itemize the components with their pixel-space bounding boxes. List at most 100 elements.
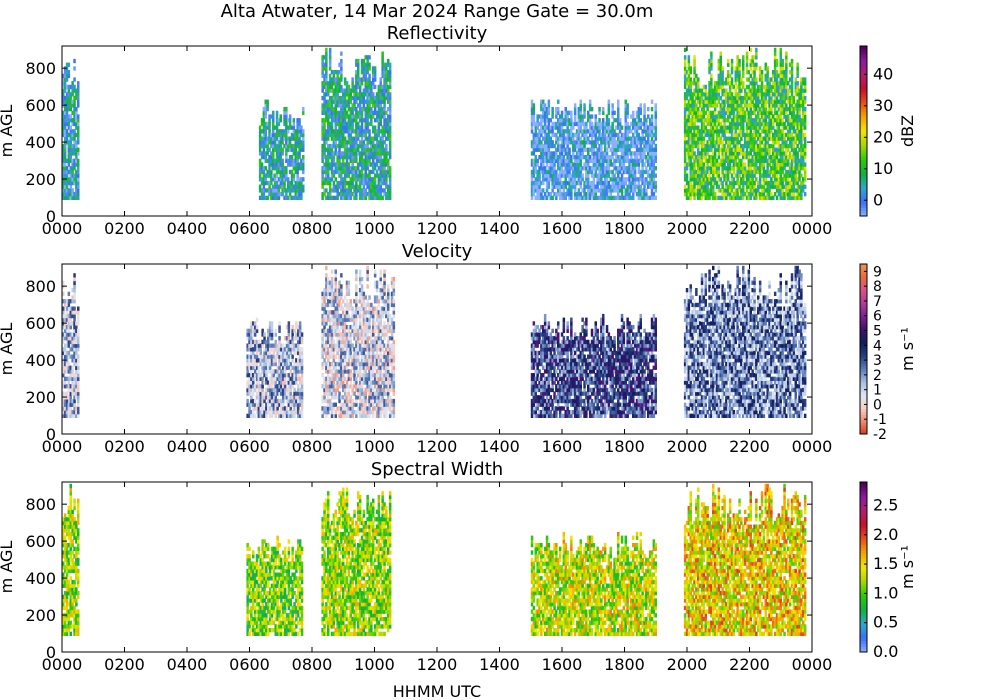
heatmap-cell [387, 70, 390, 75]
heatmap-cell [611, 162, 614, 167]
heatmap-cell [283, 166, 286, 171]
heatmap-cell [740, 103, 743, 108]
heatmap-cell [743, 162, 747, 167]
heatmap-cell [633, 151, 637, 156]
heatmap-cell [635, 192, 639, 197]
heatmap-cell [275, 125, 279, 130]
heatmap-cell [387, 195, 390, 200]
heatmap-cell [340, 173, 343, 178]
heatmap-cell [622, 177, 626, 182]
heatmap-cell [375, 147, 379, 152]
heatmap-cell [598, 162, 601, 167]
heatmap-cell [603, 166, 607, 171]
heatmap-cell [602, 173, 605, 178]
heatmap-cell [543, 147, 547, 152]
heatmap-cell [292, 132, 296, 138]
heatmap-cell [543, 158, 547, 163]
heatmap-cell [633, 129, 637, 134]
heatmap-cell [598, 195, 601, 200]
heatmap-cell [342, 107, 345, 112]
heatmap-cell [287, 136, 290, 141]
heatmap-cell [609, 155, 612, 160]
heatmap-cell [268, 173, 271, 178]
heatmap-cell [704, 173, 707, 178]
heatmap-cell [270, 151, 273, 156]
heatmap-cell [338, 169, 341, 175]
heatmap-cell [298, 188, 301, 193]
heatmap-cell [575, 136, 579, 141]
heatmap-cell [590, 129, 594, 134]
heatmap-cell [620, 173, 624, 178]
heatmap-cell [603, 143, 607, 149]
heatmap-cell [697, 77, 700, 82]
heatmap-cell [287, 158, 290, 163]
heatmap-cell [768, 147, 771, 152]
heatmap-cell [338, 125, 341, 130]
heatmap-cell [738, 66, 741, 71]
heatmap-cell [683, 47, 687, 53]
heatmap-cell [762, 162, 766, 167]
heatmap-cell [633, 162, 637, 167]
heatmap-cell [283, 136, 286, 141]
heatmap-cell [375, 184, 379, 189]
heatmap-cell [296, 169, 299, 175]
heatmap-cell [635, 184, 639, 189]
heatmap-cell [272, 118, 275, 123]
heatmap-cell [266, 125, 269, 130]
heatmap-cell [697, 107, 700, 112]
heatmap-cell [743, 114, 747, 119]
heatmap-cell [343, 125, 347, 130]
heatmap-cell [706, 184, 709, 189]
heatmap-cell [740, 88, 743, 93]
heatmap-cell [334, 151, 337, 156]
heatmap-cell [351, 110, 354, 115]
heatmap-cell [338, 95, 341, 101]
heatmap-cell [758, 180, 762, 186]
heatmap-cell [387, 58, 390, 64]
heatmap-cell [800, 192, 803, 197]
heatmap-cell [592, 188, 596, 193]
heatmap-cell [69, 151, 72, 156]
heatmap-cell [592, 158, 596, 163]
heatmap-cell [379, 81, 382, 86]
heatmap-cell [387, 99, 390, 104]
heatmap-cell [285, 118, 288, 123]
heatmap-cell [564, 110, 567, 115]
heatmap-cell [381, 162, 384, 167]
heatmap-cell [647, 140, 650, 145]
heatmap-cell [325, 136, 328, 141]
heatmap-cell [635, 136, 639, 141]
heatmap-cell [617, 140, 620, 145]
heatmap-cell [615, 188, 618, 193]
heatmap-cell [758, 66, 762, 71]
heatmap-cell [279, 192, 282, 197]
heatmap-cell [343, 118, 347, 123]
heatmap-cell [349, 188, 352, 193]
heatmap-cell [618, 166, 622, 171]
heatmap-cell [336, 73, 339, 78]
heatmap-cell [758, 169, 762, 175]
heatmap-cell [566, 147, 569, 152]
heatmap-cell [693, 99, 696, 104]
heatmap-cell [693, 58, 696, 64]
heatmap-cell [545, 114, 549, 119]
heatmap-cell [693, 66, 696, 71]
heatmap-cell [611, 143, 614, 149]
heatmap-cell [360, 166, 364, 171]
heatmap-cell [334, 121, 337, 127]
heatmap-cell [360, 129, 364, 134]
heatmap-cell [62, 158, 65, 163]
heatmap-cell [624, 99, 627, 104]
heatmap-cell [63, 169, 67, 175]
heatmap-cell [730, 58, 734, 64]
heatmap-cell [383, 70, 386, 75]
heatmap-cell [558, 147, 562, 152]
heatmap-cell [596, 180, 599, 186]
heatmap-cell [624, 169, 627, 175]
heatmap-cell [702, 114, 706, 119]
heatmap-cell [71, 88, 74, 93]
heatmap-cell [285, 173, 288, 178]
heatmap-cell [645, 125, 648, 130]
heatmap-cell [543, 140, 547, 145]
heatmap-cell [630, 188, 633, 193]
